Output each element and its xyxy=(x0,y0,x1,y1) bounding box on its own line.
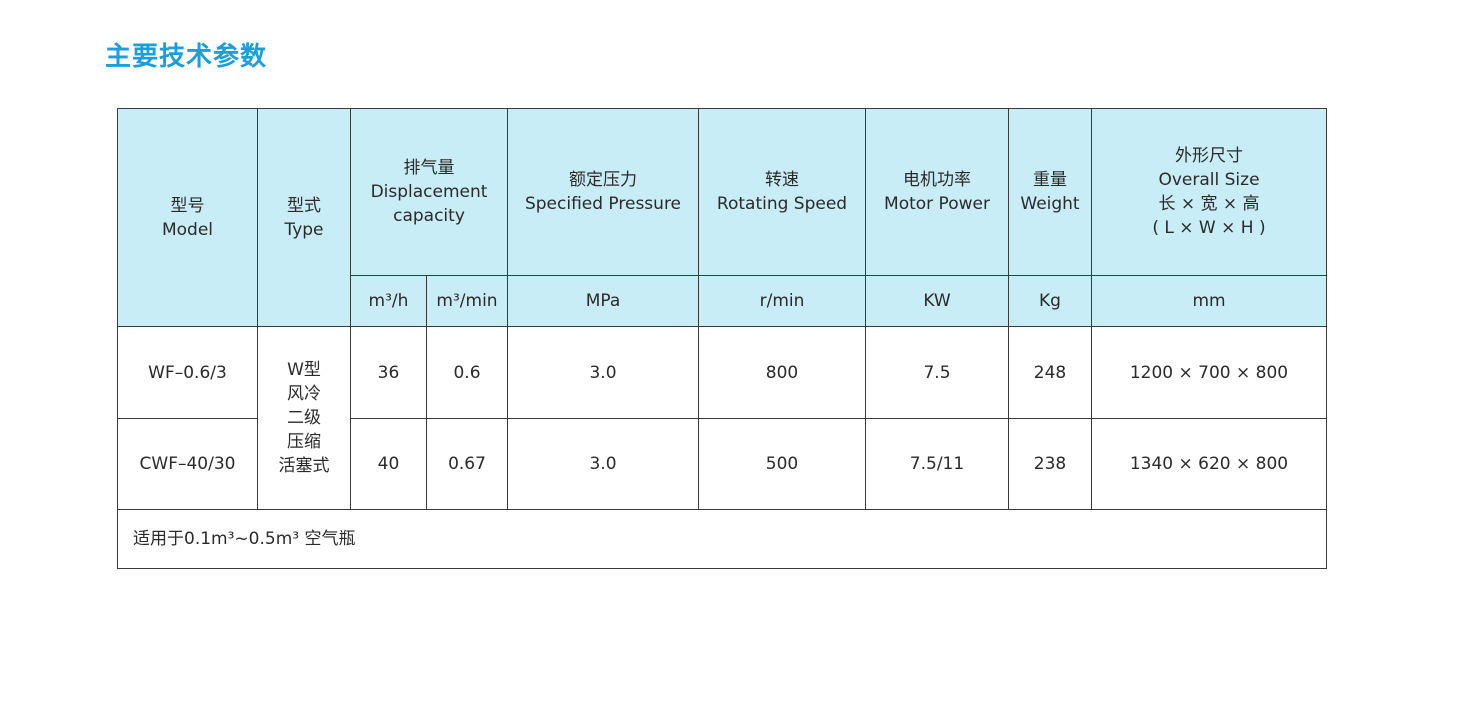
table-row: WF–0.6/3 W型 风冷 二级 压缩 活塞式 36 0.6 3.0 800 7.5 … xyxy=(117,326,1327,510)
cell-model: WF–0.6/3 xyxy=(117,326,258,419)
cell-m3min: 0.6 xyxy=(426,326,508,419)
header-speed: 转速 Rotating Speed xyxy=(698,108,866,276)
cell-model: CWF–40/30 xyxy=(117,418,258,510)
cell-pressure: 3.0 xyxy=(507,418,699,510)
header-model: 型号 Model xyxy=(117,108,258,327)
header-power: 电机功率 Motor Power xyxy=(865,108,1009,276)
header-type: 型式 Type xyxy=(257,108,351,327)
cell-weight: 248 xyxy=(1008,326,1092,419)
header-size: 外形尺寸 Overall Size 长 × 宽 × 高( L × W × H ) xyxy=(1091,108,1327,276)
cell-pressure: 3.0 xyxy=(507,326,699,419)
unit-m3min: m³/min xyxy=(426,275,508,327)
page-title: 主要技术参数 xyxy=(105,42,268,72)
unit-size: mm xyxy=(1091,275,1327,327)
cell-speed: 500 xyxy=(698,418,866,510)
cell-m3h: 36 xyxy=(350,326,427,419)
cell-type: W型 风冷 二级 压缩 活塞式 xyxy=(257,326,351,510)
cell-m3min: 0.67 xyxy=(426,418,508,510)
cell-speed: 800 xyxy=(698,326,866,419)
unit-power: KW xyxy=(865,275,1009,327)
header-weight: 重量 Weight xyxy=(1008,108,1092,276)
unit-m3h: m³/h xyxy=(350,275,427,327)
header-displacement: 排气量 Displacement capacity xyxy=(350,108,508,276)
cell-size: 1200 × 700 × 800 xyxy=(1091,326,1327,419)
cell-size: 1340 × 620 × 800 xyxy=(1091,418,1327,510)
unit-speed: r/min xyxy=(698,275,866,327)
table-row: CWF–40/30 40 0.67 3.0 500 7.5/11 238 134… xyxy=(117,418,1327,510)
unit-pressure: MPa xyxy=(507,275,699,327)
cell-power: 7.5/11 xyxy=(865,418,1009,510)
table-note: 适用于0.1m³~0.5m³ 空气瓶 xyxy=(117,509,1327,569)
cell-power: 7.5 xyxy=(865,326,1009,419)
spec-table: 型号 Model 型式 Type 排气量 Displacement capacity 额… xyxy=(117,108,1327,569)
cell-weight: 238 xyxy=(1008,418,1092,510)
unit-weight: Kg xyxy=(1008,275,1092,327)
header-pressure: 额定压力 Specified Pressure xyxy=(507,108,699,276)
cell-m3h: 40 xyxy=(350,418,427,510)
